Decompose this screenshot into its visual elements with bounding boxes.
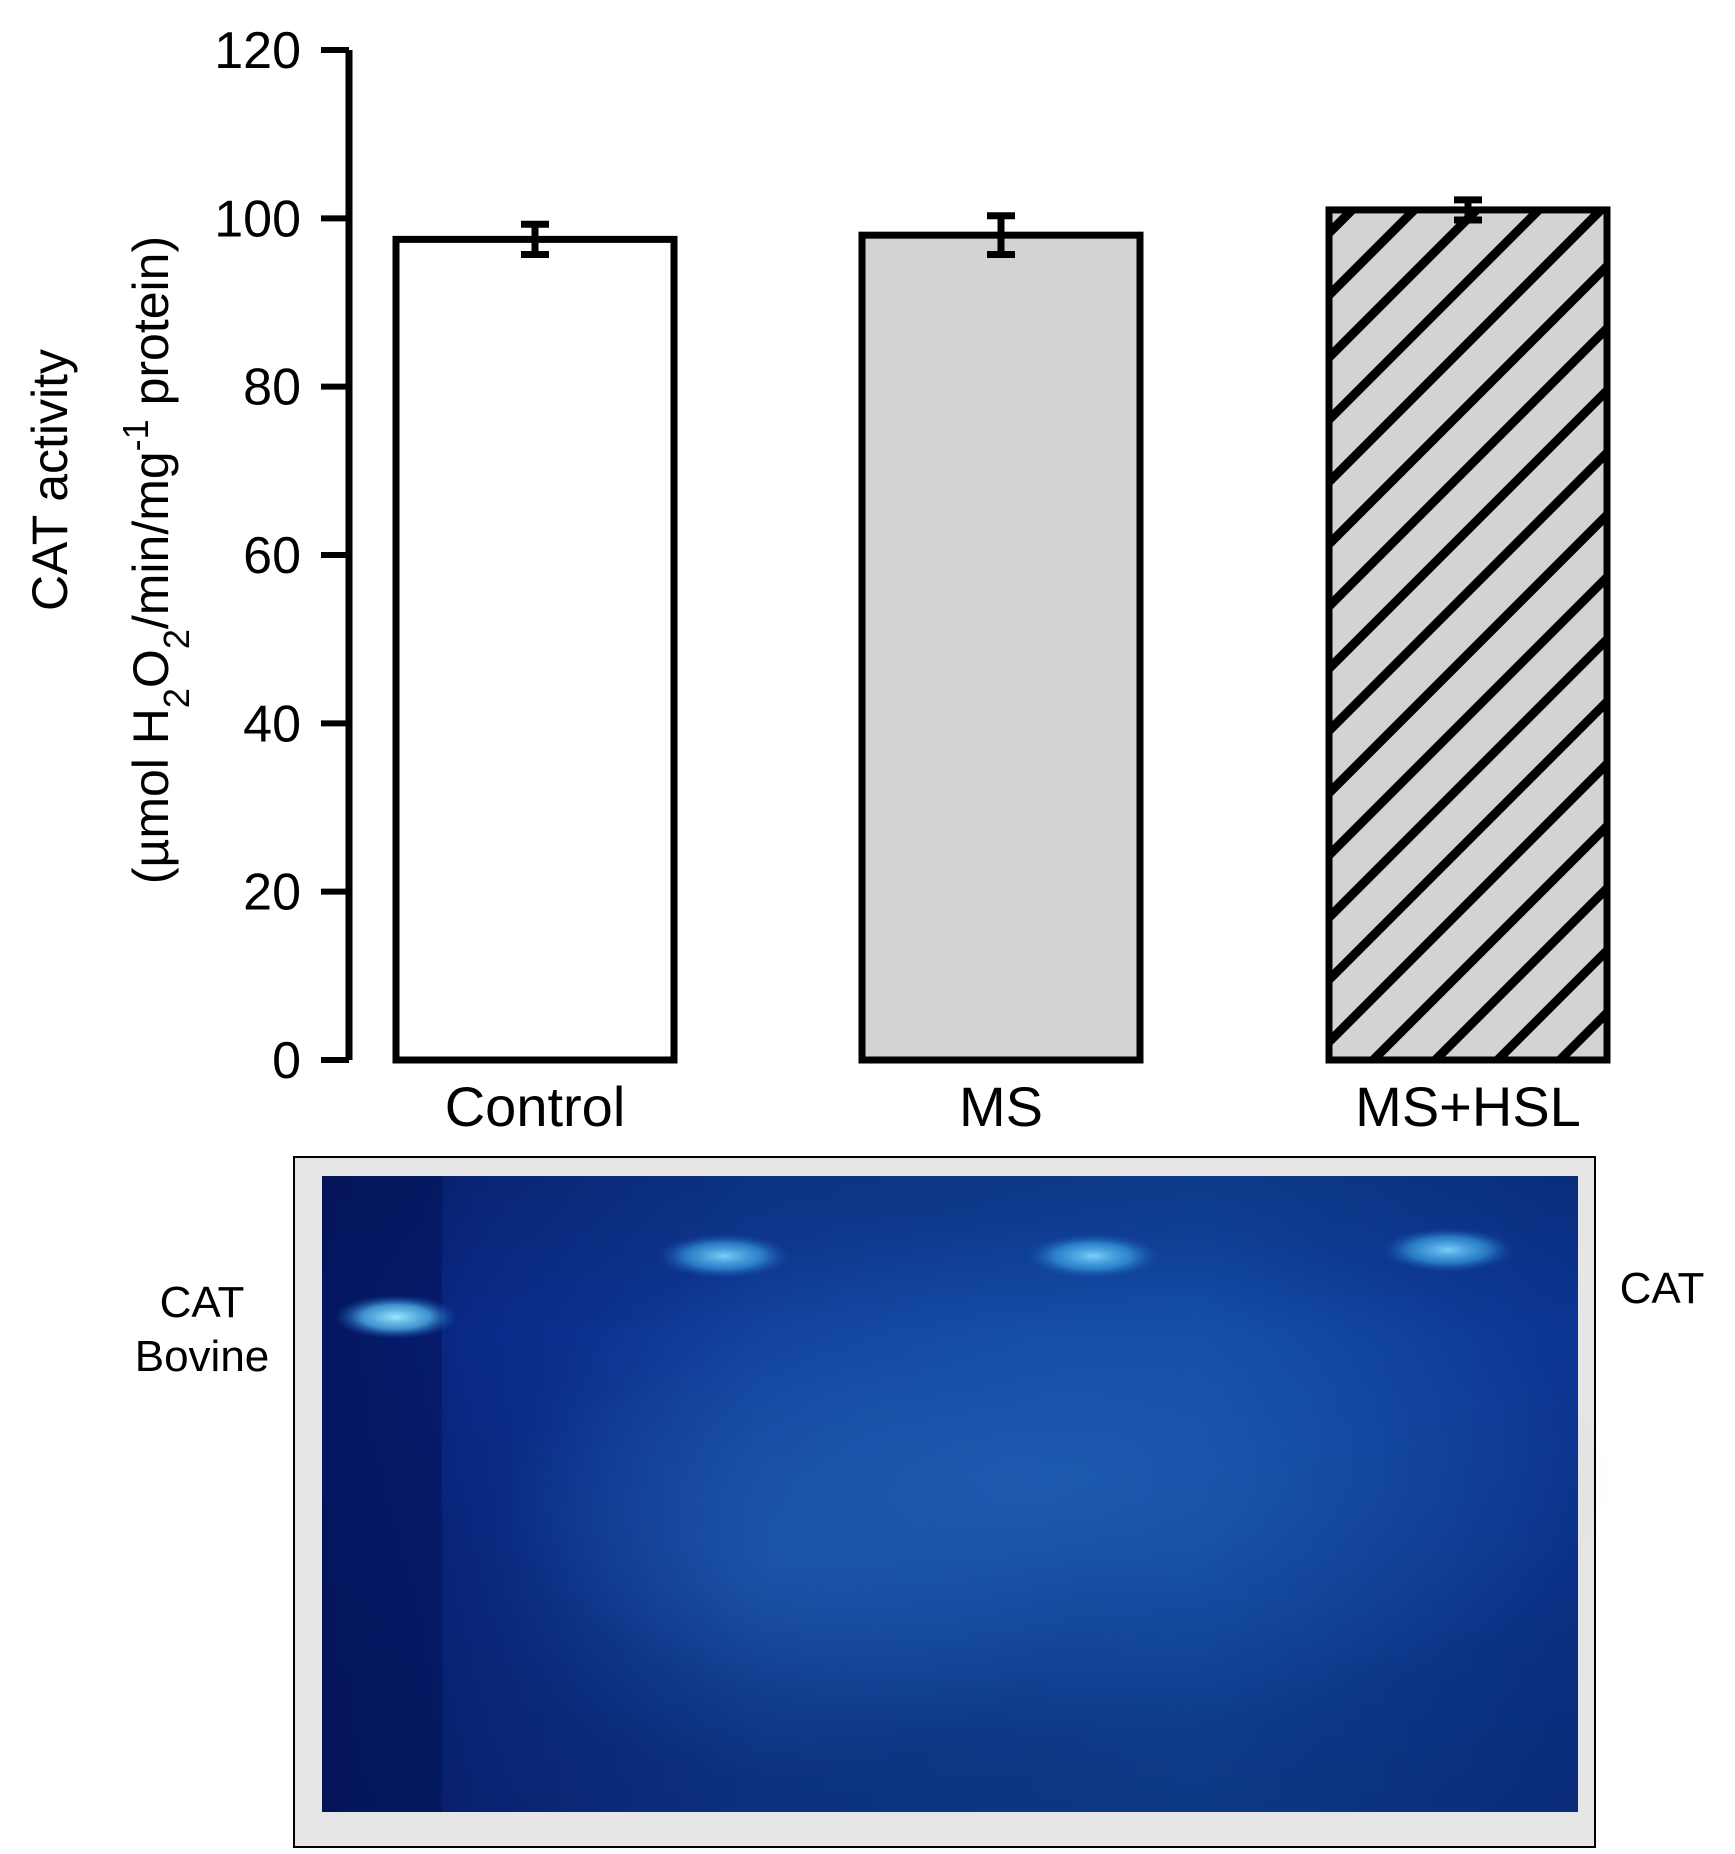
y-tick-label: 120 bbox=[214, 22, 301, 80]
y-tick-label: 60 bbox=[243, 527, 301, 585]
y-tick-label: 20 bbox=[243, 864, 301, 922]
error-bar bbox=[521, 220, 549, 259]
bar-ms-hsl bbox=[1325, 206, 1611, 1064]
error-bar bbox=[1454, 196, 1482, 224]
y-axis-label-line1: CAT activity bbox=[22, 349, 78, 611]
category-labels: Control MS MS+HSL bbox=[445, 1075, 1581, 1138]
bars bbox=[392, 196, 1611, 1064]
category-label: MS bbox=[959, 1075, 1043, 1138]
gel-band-ms-hsl bbox=[1382, 1228, 1514, 1272]
y-axis-label: CAT activity (µmol H2O2/min/mg-1 protein… bbox=[22, 236, 197, 884]
y-tick-label: 0 bbox=[272, 1032, 301, 1090]
category-label: Control bbox=[445, 1075, 626, 1138]
gel-smear bbox=[480, 1340, 1080, 1780]
gel-image: CAT Bovine CAT bbox=[135, 1156, 1705, 1848]
y-axis-label-line2: (µmol H2O2/min/mg-1 protein) bbox=[115, 236, 197, 884]
bar-control bbox=[392, 235, 678, 1064]
error-bar bbox=[987, 212, 1015, 259]
y-tick-label: 80 bbox=[243, 359, 301, 417]
y-axis: 0 20 40 60 80 100 120 bbox=[214, 22, 353, 1090]
gel-band-ms bbox=[1027, 1234, 1159, 1278]
gel-label-cat: CAT bbox=[1620, 1264, 1705, 1313]
gel-band-control bbox=[658, 1234, 790, 1278]
y-tick-label: 100 bbox=[214, 190, 301, 248]
gel-band-cat-bovine bbox=[334, 1295, 458, 1339]
y-tick-label: 40 bbox=[243, 695, 301, 753]
gel-dark-lane bbox=[322, 1176, 442, 1812]
bar-ms bbox=[858, 231, 1144, 1064]
category-label: MS+HSL bbox=[1355, 1075, 1581, 1138]
gel-label-cat-bovine-line2: Bovine bbox=[135, 1332, 270, 1381]
gel-label-cat-bovine-line1: CAT bbox=[160, 1278, 245, 1327]
